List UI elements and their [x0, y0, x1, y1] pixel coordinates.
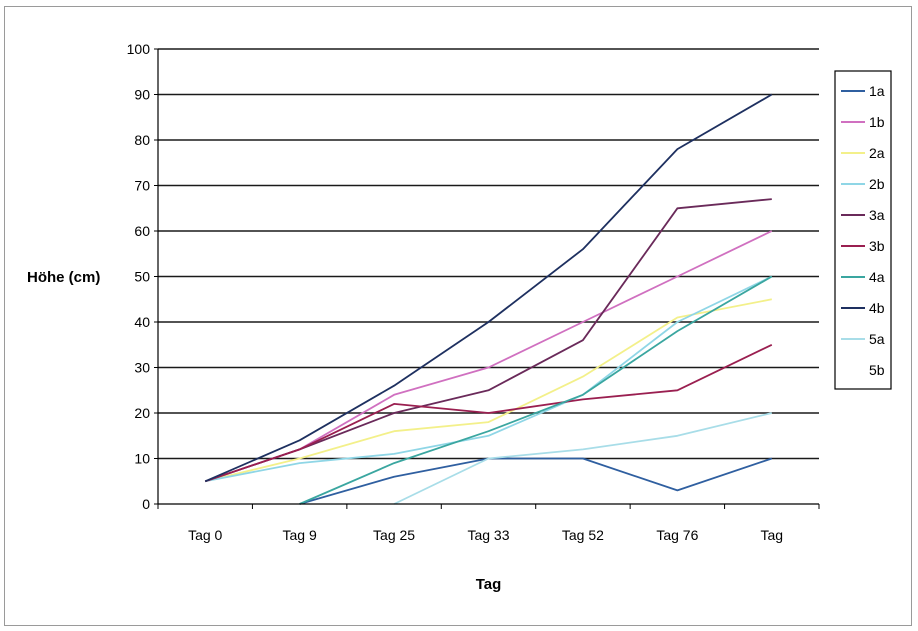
legend-label-2a: 2a: [869, 145, 885, 161]
series-line-2b: [205, 275, 773, 483]
legend-label-1a: 1a: [869, 83, 885, 99]
legend-label-3b: 3b: [869, 238, 885, 254]
x-tick-label: Tag 0: [188, 527, 222, 543]
series-line-4a: [299, 275, 773, 505]
y-tick-label: 80: [134, 132, 150, 148]
legend-label-2b: 2b: [869, 176, 885, 192]
series-line-2a: [204, 298, 772, 483]
y-tick-label: 60: [134, 223, 150, 239]
y-tick-label: 90: [134, 87, 150, 103]
legend-box: [834, 70, 892, 390]
axes: [157, 49, 819, 505]
y-tick-label: 10: [134, 451, 150, 467]
y-tick-label: 30: [134, 360, 150, 376]
x-tick-label: Tag 25: [373, 527, 415, 543]
series-line-4b: [204, 93, 773, 483]
x-tick-label: Tag: [760, 527, 783, 543]
x-tick-label: Tag 52: [562, 527, 604, 543]
y-tick-label: 0: [142, 496, 150, 512]
series-lines: [204, 93, 773, 505]
legend-label-5a: 5a: [869, 331, 885, 347]
legend-label-4a: 4a: [869, 269, 885, 285]
series-line-1a: [299, 457, 773, 505]
x-tick-label: Tag 33: [467, 527, 509, 543]
x-tick-label: Tag 9: [283, 527, 317, 543]
legend-label-5b: 5b: [869, 362, 885, 378]
y-tick-label: 70: [134, 178, 150, 194]
x-axis-label: Tag: [476, 576, 502, 593]
legend-label-3a: 3a: [869, 207, 885, 223]
legend: 1a 1b 2a 2b 3a 3b 4a 4b 5a 5b: [834, 70, 892, 390]
y-tick-label: 50: [134, 269, 150, 285]
chart-frame: 0 10 20 30 40 50 60 70 80 90 100 Tag 0 Tag 9 Tag 25 T…: [4, 6, 912, 626]
y-tick-label: 100: [127, 41, 151, 57]
y-axis-label: Höhe (cm): [27, 269, 100, 286]
x-tick-label: Tag 76: [656, 527, 698, 543]
series-line-5a: [393, 412, 773, 505]
y-tick-label: 40: [134, 314, 150, 330]
y-tick-label: 20: [134, 405, 150, 421]
legend-label-1b: 1b: [869, 114, 885, 130]
y-axis-ticks: 0 10 20 30 40 50 60 70 80 90 100: [127, 41, 158, 512]
legend-label-4b: 4b: [869, 300, 885, 316]
series-line-3b: [204, 343, 773, 483]
x-axis-ticks: Tag 0 Tag 9 Tag 25 Tag 33 Tag 52 Tag 76 Tag: [157, 504, 820, 543]
